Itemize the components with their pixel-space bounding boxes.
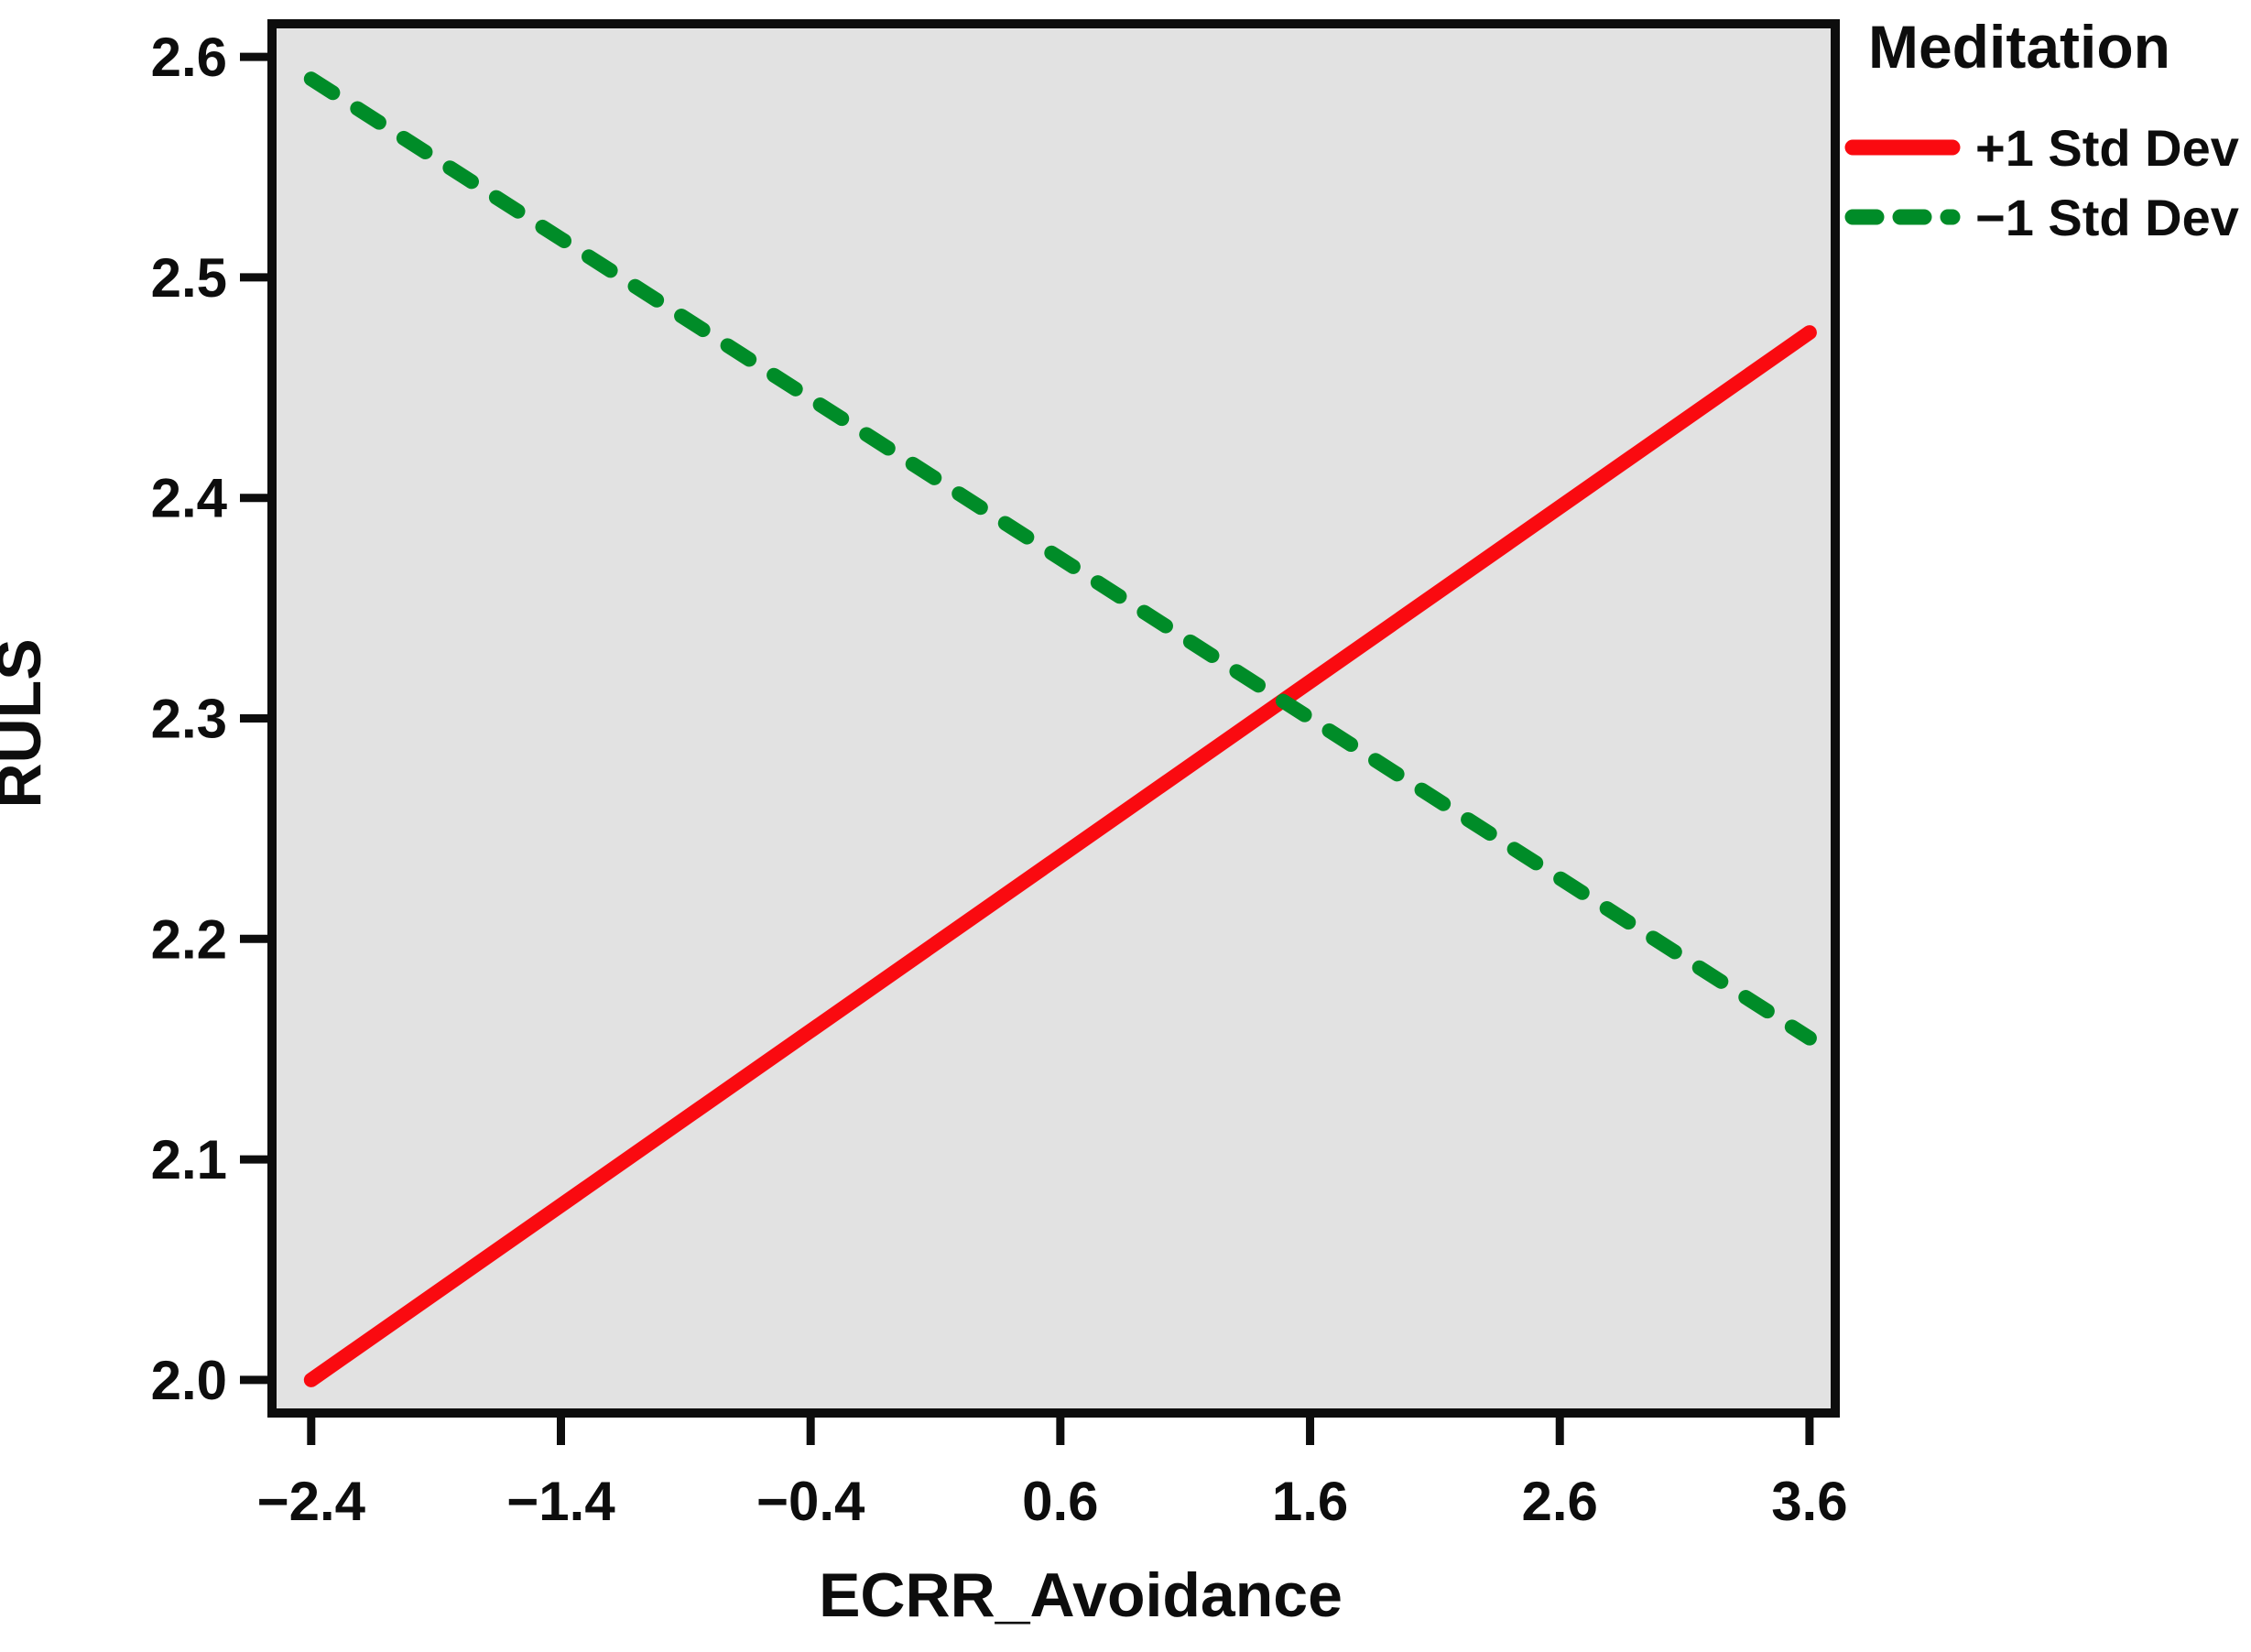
y-tick-label: 2.2 — [151, 908, 227, 970]
x-axis-tick-labels: −2.4 −1.4 −0.4 0.6 1.6 2.6 3.6 — [257, 1471, 1848, 1532]
y-tick-label: 2.0 — [151, 1350, 227, 1411]
legend: Meditation +1 Std Dev −1 Std Dev — [1844, 13, 2239, 246]
y-tick-label: 2.5 — [151, 247, 227, 309]
x-axis-title: ECRR_Avoidance — [819, 1560, 1343, 1630]
y-tick-label: 2.6 — [151, 27, 227, 88]
x-axis-ticks — [307, 1418, 1814, 1445]
legend-title: Meditation — [1868, 13, 2170, 81]
x-tick-label: −0.4 — [756, 1471, 865, 1532]
legend-item-label: +1 Std Dev — [1975, 119, 2239, 177]
x-tick-label: −1.4 — [506, 1471, 615, 1532]
y-axis-ticks — [240, 52, 267, 1385]
y-tick-label: 2.1 — [151, 1129, 227, 1190]
series-lines — [303, 71, 1817, 1387]
x-tick-label: 2.6 — [1522, 1471, 1598, 1532]
x-tick-label: 1.6 — [1272, 1471, 1348, 1532]
y-axis-title: RULS — [0, 638, 54, 808]
x-tick-label: −2.4 — [257, 1471, 366, 1532]
legend-item: −1 Std Dev — [1844, 189, 2239, 246]
legend-items: +1 Std Dev −1 Std Dev — [1844, 119, 2239, 246]
y-axis-tick-labels: 2.0 2.1 2.2 2.3 2.4 2.5 2.6 — [151, 27, 228, 1411]
x-tick-label: 0.6 — [1022, 1471, 1098, 1532]
legend-item-label: −1 Std Dev — [1975, 189, 2239, 246]
series-line-plus-1sd — [303, 325, 1817, 1387]
x-tick-label: 3.6 — [1771, 1471, 1847, 1532]
plot-area — [267, 19, 1840, 1418]
y-tick-label: 2.4 — [151, 468, 228, 529]
y-tick-label: 2.3 — [151, 689, 227, 750]
legend-item: +1 Std Dev — [1844, 119, 2239, 177]
series-line-minus-1sd — [303, 71, 1817, 1046]
